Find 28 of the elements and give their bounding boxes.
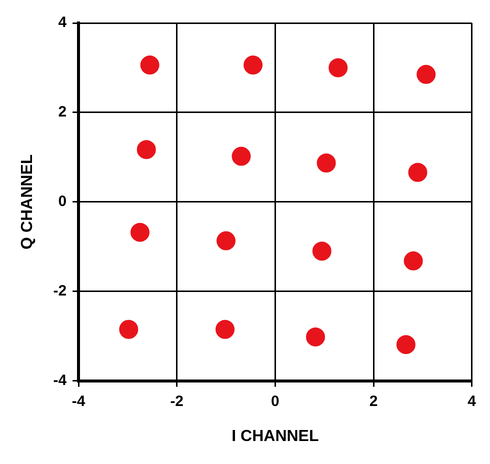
point <box>316 153 336 172</box>
x-axis-title: I CHANNEL <box>232 428 319 445</box>
point <box>306 327 325 346</box>
y-tick-label: 4 <box>58 14 68 32</box>
point <box>130 222 150 242</box>
y-axis-title: Q CHANNEL <box>19 154 36 250</box>
point <box>396 335 416 354</box>
y-tick-label: 2 <box>58 104 67 121</box>
x-tick-label: 2 <box>369 392 378 410</box>
point <box>136 140 156 160</box>
point <box>312 242 332 261</box>
point <box>244 56 263 75</box>
point <box>232 146 251 166</box>
x-tick-label: -2 <box>170 392 184 410</box>
x-tick-label: 4 <box>468 392 477 410</box>
x-tick-label: -4 <box>72 392 86 410</box>
point <box>216 231 236 250</box>
y-tick-label: -4 <box>53 372 68 389</box>
point <box>416 64 436 84</box>
point <box>140 56 160 75</box>
point <box>119 320 138 339</box>
y-tick-label: -2 <box>53 282 67 300</box>
y-tick-label: 0 <box>58 193 67 210</box>
point <box>328 58 348 78</box>
point <box>216 320 235 339</box>
point <box>408 162 428 182</box>
x-tick-label: 0 <box>271 392 280 410</box>
point <box>404 251 423 270</box>
